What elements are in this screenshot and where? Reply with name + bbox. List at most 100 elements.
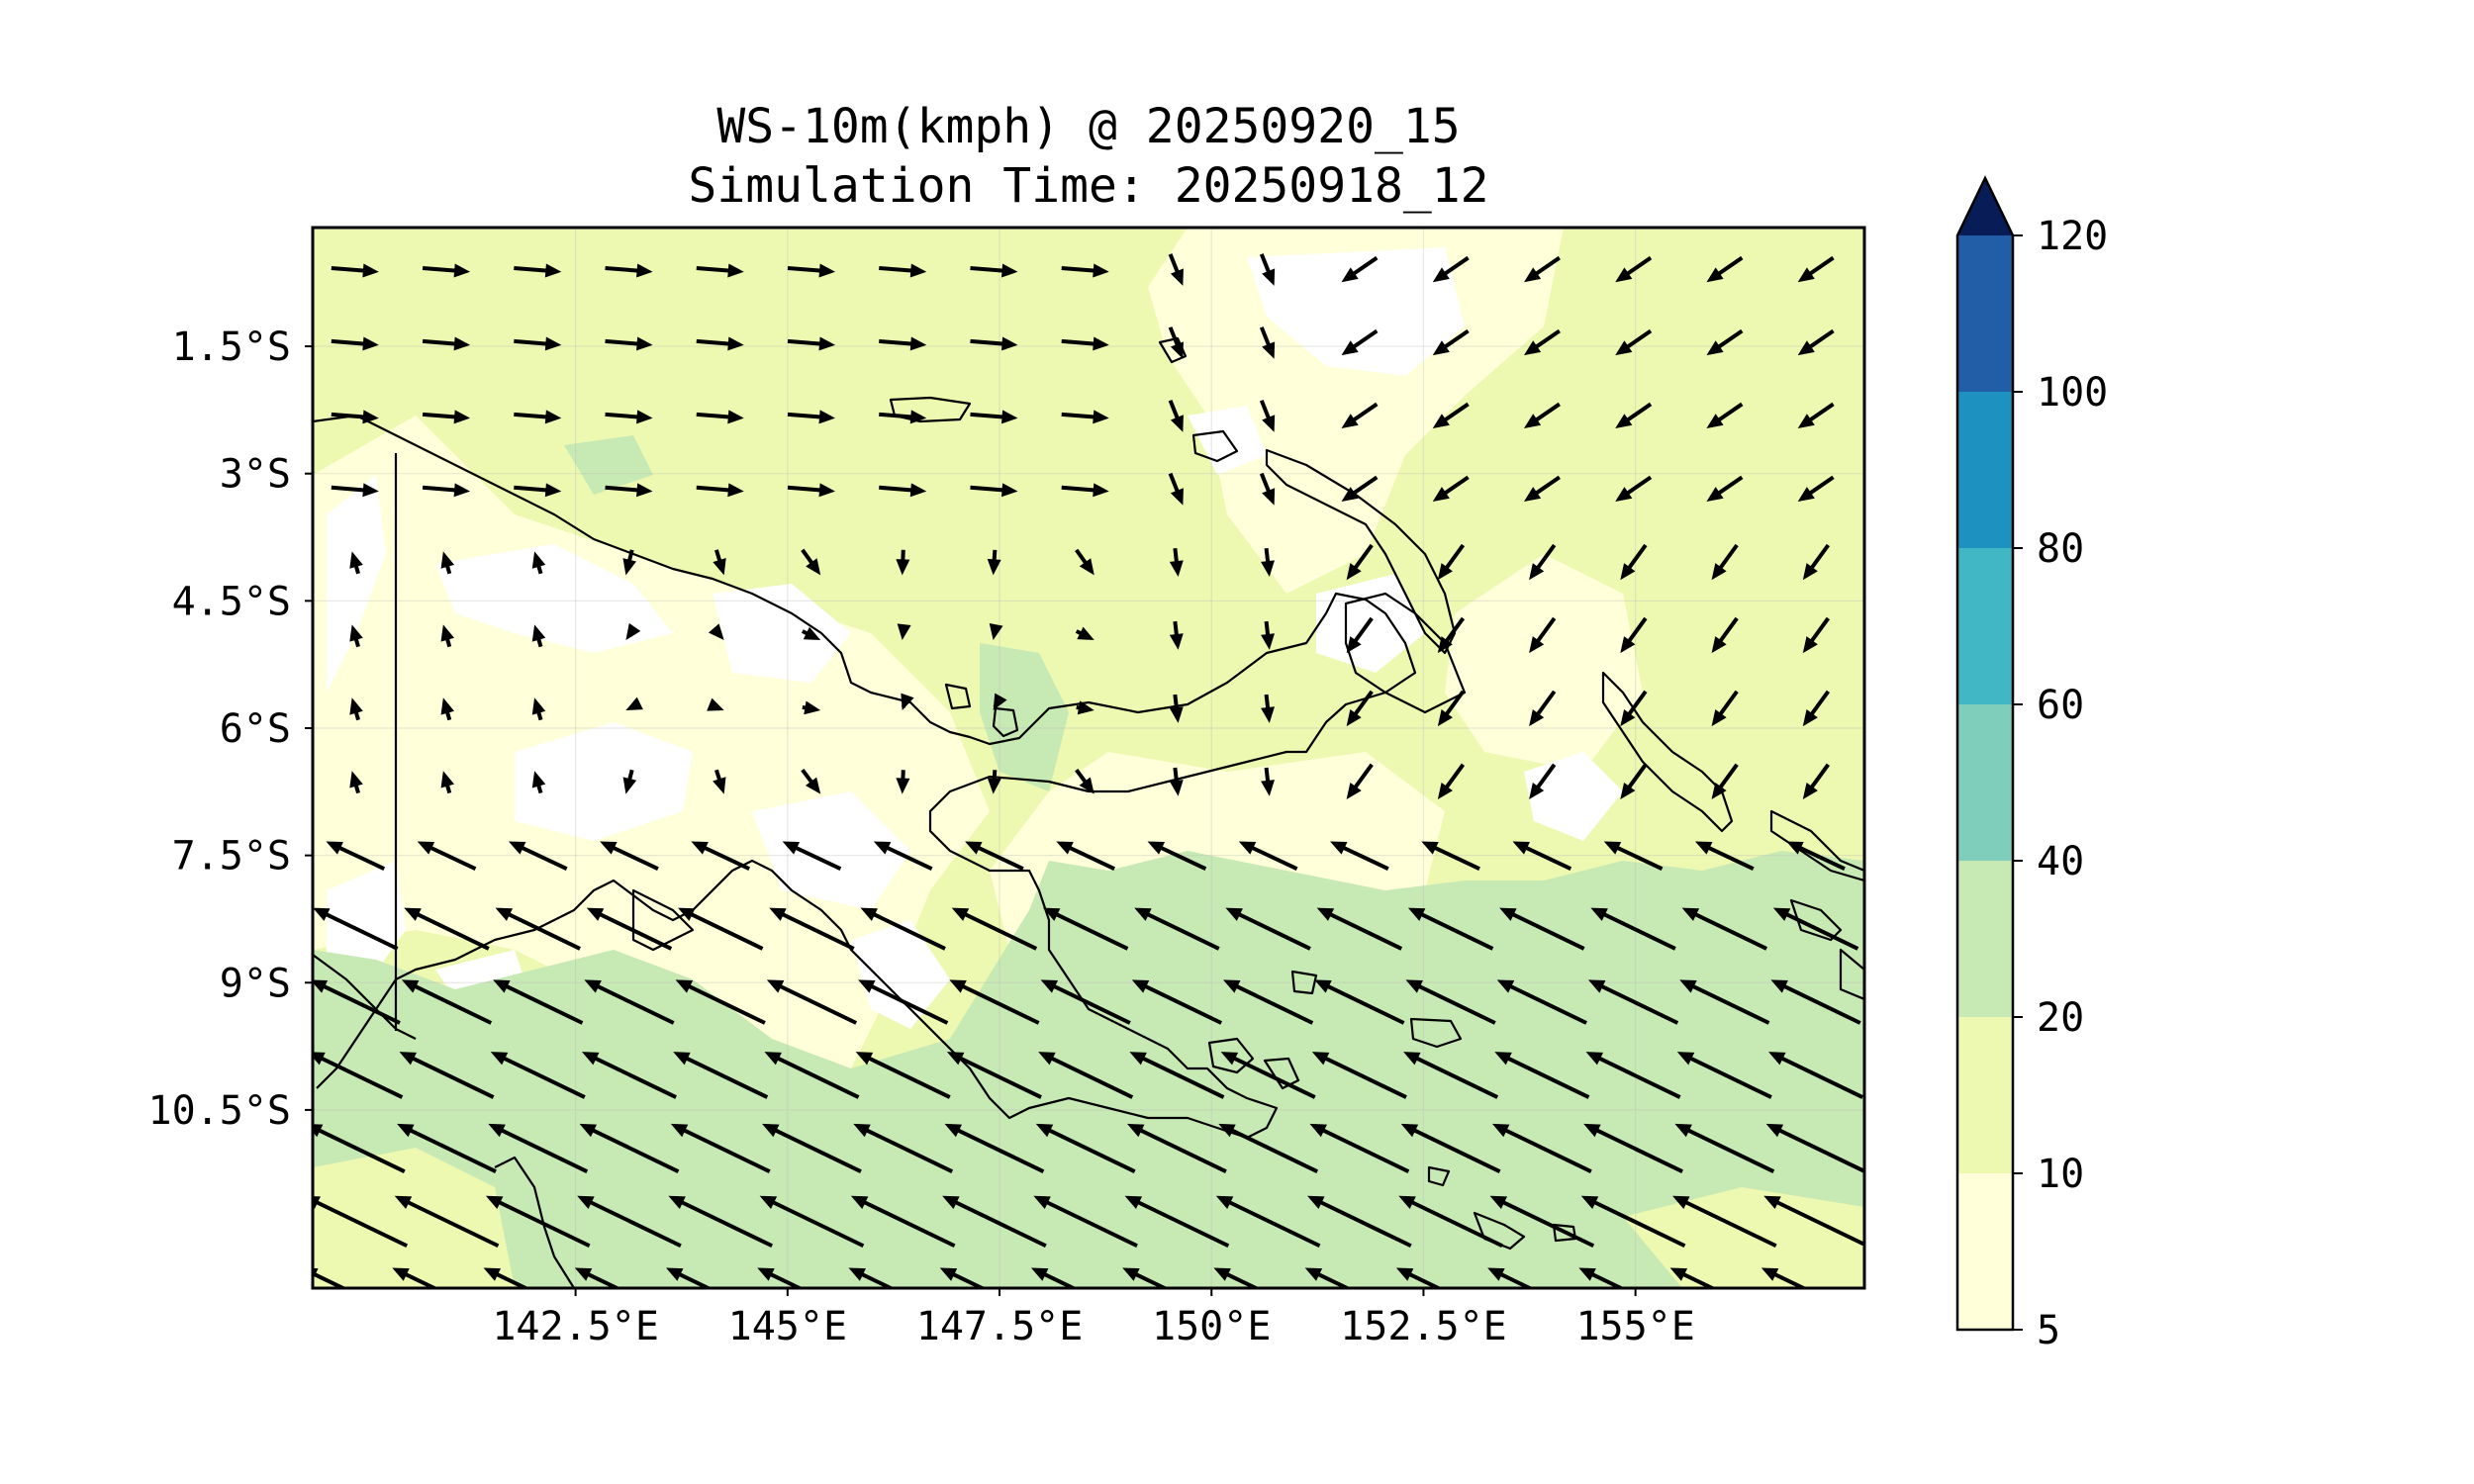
wind-vector-shaft: [1494, 1269, 1535, 1288]
wind-vector: [668, 1195, 774, 1249]
wind-vector: [787, 336, 836, 351]
wind-vector-head: [1760, 1267, 1779, 1281]
wind-vector-head: [483, 1267, 502, 1281]
wind-vector-head: [939, 1267, 958, 1281]
wind-vector: [666, 1267, 714, 1288]
wind-vector: [1122, 1267, 1170, 1288]
wind-vector: [1075, 548, 1094, 576]
wind-vector-head: [581, 1052, 600, 1066]
wind-vector-head: [531, 771, 546, 788]
wind-vector-head: [691, 841, 709, 855]
wind-vector-shaft: [861, 1126, 954, 1173]
wind-vector: [1802, 543, 1831, 581]
wind-vector: [1061, 410, 1109, 424]
wind-vector: [1127, 1123, 1227, 1173]
wind-vector: [970, 263, 1018, 278]
wind-vector-shaft: [313, 1271, 348, 1288]
x-tick-label: 155°E: [1575, 1304, 1694, 1349]
wind-vector: [1499, 907, 1585, 951]
wind-vector-head: [417, 841, 435, 855]
wind-vector: [392, 1267, 439, 1288]
wind-vector: [1681, 907, 1767, 951]
wind-vector-head: [951, 907, 970, 921]
wind-vector-head: [1309, 1123, 1327, 1138]
wind-vector: [970, 336, 1018, 351]
wind-vector-head: [848, 1267, 866, 1281]
wind-vector-shaft: [400, 1269, 439, 1288]
wind-vector: [1259, 472, 1276, 506]
wind-vector: [1341, 475, 1379, 502]
colorbar-segment: [1957, 1017, 2013, 1173]
wind-vector: [605, 483, 653, 498]
speed-zone-below-5: [327, 247, 1623, 1029]
wind-vector-shaft: [790, 843, 842, 871]
colorbar-tick-label: 80: [2037, 526, 2084, 572]
wind-vector-head: [896, 778, 910, 794]
wind-vector-head: [1763, 1195, 1781, 1209]
wind-vector: [1583, 1123, 1683, 1173]
wind-vector-head: [584, 979, 602, 993]
wind-vector-shaft: [514, 265, 552, 274]
wind-vector-shaft: [972, 843, 1024, 871]
wind-vector: [1307, 1195, 1412, 1249]
wind-vector: [860, 907, 946, 951]
wind-vector-head: [1147, 841, 1166, 855]
wind-vector-shaft: [696, 338, 735, 346]
wind-vector: [1168, 399, 1184, 432]
y-tick-label: 10.5°S: [148, 1088, 292, 1134]
chart-title: WS-10m(kmph) @ 20250920_15: [716, 99, 1460, 154]
wind-vector-shaft: [879, 485, 917, 493]
wind-vector: [1259, 326, 1276, 359]
wind-vector-head: [1346, 709, 1362, 727]
wind-vector-head: [668, 1195, 686, 1209]
wind-vector-head: [909, 336, 927, 351]
wind-vector-shaft: [696, 265, 735, 274]
wind-vector: [514, 336, 562, 351]
wind-vector: [1669, 1267, 1717, 1288]
wind-vector-head: [1437, 782, 1453, 799]
wind-vector: [1035, 1123, 1136, 1173]
wind-vector: [488, 1123, 589, 1173]
wind-vector: [1213, 1267, 1261, 1288]
wind-vector: [1261, 767, 1275, 796]
wind-vector: [696, 410, 744, 424]
wind-vector: [1215, 1195, 1321, 1249]
wind-vector-head: [1124, 1195, 1143, 1209]
wind-vector-shaft: [500, 981, 584, 1025]
wind-vector-head: [1093, 263, 1109, 278]
wind-vector: [1346, 763, 1374, 799]
wind-vector: [766, 979, 858, 1025]
wind-vector: [331, 263, 379, 278]
wind-vector-head: [579, 1123, 598, 1138]
wind-vector-head: [944, 1123, 962, 1138]
wind-vector: [1802, 763, 1831, 799]
wind-vector-shaft: [863, 1054, 951, 1099]
wind-vector-head: [401, 979, 420, 993]
y-tick-label: 4.5°S: [172, 579, 291, 624]
wind-vector: [1615, 255, 1653, 283]
wind-vector-shaft: [1794, 843, 1846, 871]
wind-vector: [1615, 402, 1653, 429]
y-tick-label: 3°S: [220, 452, 291, 498]
wind-vector: [946, 1052, 1042, 1099]
wind-vector: [1797, 475, 1835, 502]
wind-vector-shaft: [514, 412, 552, 419]
wind-vector: [1218, 1123, 1319, 1173]
wind-vector-shaft: [1611, 843, 1664, 871]
wind-vector-head: [1042, 907, 1061, 921]
wind-vector-head: [1093, 483, 1109, 498]
wind-vector-head: [946, 1052, 965, 1066]
wind-vector: [879, 483, 927, 498]
wind-vector: [1225, 907, 1311, 951]
wind-vector-head: [1304, 1267, 1323, 1281]
wind-vector-head: [987, 558, 1001, 576]
coastline-west-south: [313, 954, 417, 1040]
wind-vector: [897, 623, 911, 641]
wind-vector-shaft: [1322, 981, 1405, 1025]
wind-vector-shaft: [1233, 909, 1311, 951]
wind-vector: [1487, 1267, 1535, 1288]
wind-vector-shaft: [970, 412, 1009, 419]
wind-vector-head: [544, 483, 562, 498]
wind-vector: [1309, 1123, 1410, 1173]
wind-vector: [1529, 616, 1557, 654]
